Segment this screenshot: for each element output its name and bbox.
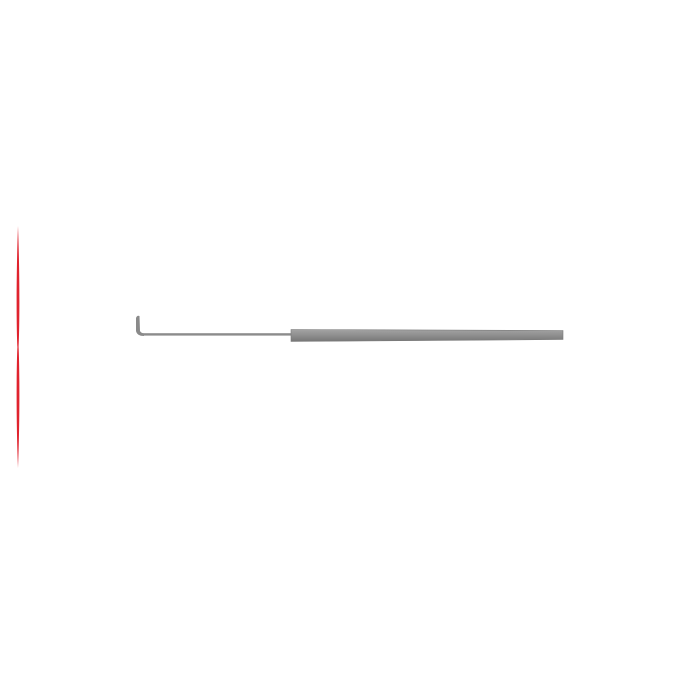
- red-accent-line: [16, 226, 20, 468]
- hook-tip: [136, 315, 144, 336]
- instrument-shaft: [142, 333, 292, 336]
- instrument-handle: [290, 329, 564, 342]
